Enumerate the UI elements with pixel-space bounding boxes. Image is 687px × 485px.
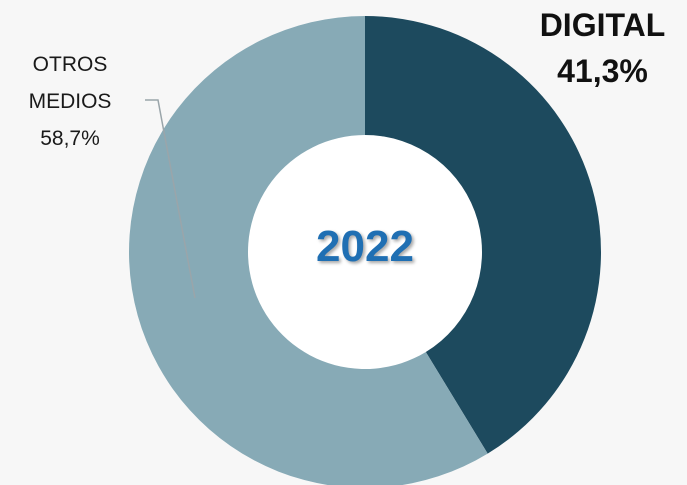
slice-label-otros: OTROS MEDIOS 58,7% [20, 46, 120, 157]
slice-value: 41,3% [557, 53, 648, 89]
center-year-label: 2022 [316, 222, 414, 271]
slice-name: DIGITAL [539, 7, 666, 43]
slice-name-line-2: MEDIOS [28, 90, 112, 113]
slice-label-digital: DIGITAL 41,3% [530, 2, 675, 94]
donut-slice-otros-medios [128, 16, 488, 485]
slice-name-line-1: OTROS [32, 53, 108, 76]
slices-group [128, 16, 601, 485]
slice-value: 58,7% [40, 127, 100, 150]
leader-line-otros [145, 99, 196, 299]
donut-slice-digital [365, 16, 601, 454]
